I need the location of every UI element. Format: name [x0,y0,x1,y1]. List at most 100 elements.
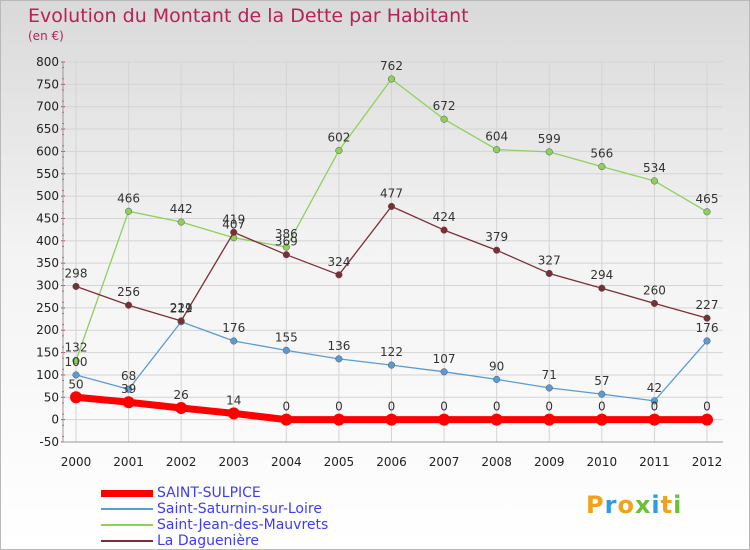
legend-swatch [101,524,153,526]
data-point [177,317,185,325]
proxiti-logo: Proxiti [586,491,683,519]
data-label: 176 [222,321,245,335]
data-point [493,146,501,154]
data-point [598,390,606,398]
data-point [230,228,238,236]
x-tick-label: 2011 [639,455,670,469]
y-tick-label: 150 [36,346,59,360]
data-point [490,413,503,426]
legend-label: SAINT-SULPICE [157,485,261,501]
y-tick-label: 800 [36,55,59,69]
legend-label: La Daguenière [157,533,259,549]
data-point [125,301,133,309]
y-tick-label: 400 [36,234,59,248]
data-label: 604 [485,130,508,144]
data-point [545,148,553,156]
data-label: 599 [538,132,561,146]
data-label: 227 [696,298,719,312]
data-point [493,375,501,383]
y-tick-label: 750 [36,77,59,91]
data-point [493,246,501,254]
data-label: 221 [170,301,193,315]
data-point [335,146,343,155]
data-point [650,397,658,405]
data-label: 132 [65,341,88,355]
grid [63,61,723,443]
data-point [703,314,711,322]
data-label: 219 [170,302,193,316]
data-label: 0 [703,400,711,414]
data-label: 0 [651,400,659,414]
data-label: 442 [170,202,193,216]
data-point [280,413,293,426]
data-label: 122 [380,345,403,359]
x-tick-label: 2009 [534,455,565,469]
data-point [387,361,396,369]
y-tick-label: 500 [36,189,59,203]
data-label: 566 [590,147,613,161]
data-point [650,177,658,185]
data-point [545,384,553,392]
data-label: 407 [222,218,245,232]
data-label: 0 [545,400,553,414]
data-point [335,271,343,279]
data-point [227,407,240,420]
data-label: 256 [117,285,140,299]
data-label: 0 [388,400,396,414]
data-point [703,208,711,216]
legend-label: Saint-Saturnin-sur-Loire [157,501,322,517]
legend-item: SAINT-SULPICE [101,485,328,501]
data-point [703,337,711,345]
data-label: 100 [65,355,88,369]
y-tick-label: 50 [44,390,59,404]
data-point [282,251,290,259]
y-tick-label: 250 [36,301,59,315]
data-point [545,269,553,278]
data-point [385,413,398,426]
x-tick-label: 2005 [324,455,355,469]
x-tick-label: 2008 [481,455,512,469]
data-point [387,202,396,210]
y-tick-label: 200 [36,323,59,337]
data-point [177,218,185,226]
data-point [125,207,133,215]
data-point [438,413,451,426]
legend-swatch [101,508,153,510]
data-label: 0 [283,400,291,414]
data-label: 50 [68,377,83,391]
data-point [72,371,80,379]
data-label: 386 [275,227,298,241]
data-point [650,299,658,307]
data-label: 762 [380,59,403,73]
legend-label: Saint-Jean-des-Mauvrets [157,517,329,533]
x-tick-label: 2002 [166,455,197,469]
data-point [440,115,448,123]
data-label: 419 [222,212,245,226]
x-tick-label: 2003 [218,455,249,469]
data-label: 0 [335,400,343,414]
data-point [125,385,133,393]
y-tick-label: 350 [36,256,59,270]
legend-item: Saint-Saturnin-sur-Loire [101,501,328,517]
x-tick-label: 2012 [692,455,723,469]
data-point [175,402,188,415]
y-tick-label: 100 [36,368,59,382]
data-label: 136 [327,339,350,353]
data-point [440,368,448,376]
legend-swatch [101,540,153,542]
data-point [230,337,238,345]
legend-item: Saint-Jean-des-Mauvrets [101,517,328,533]
data-label: 0 [493,400,501,414]
data-point [122,396,135,409]
x-tick-label: 2007 [429,455,460,469]
x-tick-label: 2000 [61,455,92,469]
data-label: 0 [440,400,448,414]
data-label: 0 [598,400,606,414]
y-tick-label: 700 [36,100,59,114]
y-tick-label: 650 [36,122,59,136]
data-point [598,163,606,171]
data-label: 327 [538,253,561,267]
y-tick-label: 0 [51,413,59,427]
data-point [282,243,290,251]
